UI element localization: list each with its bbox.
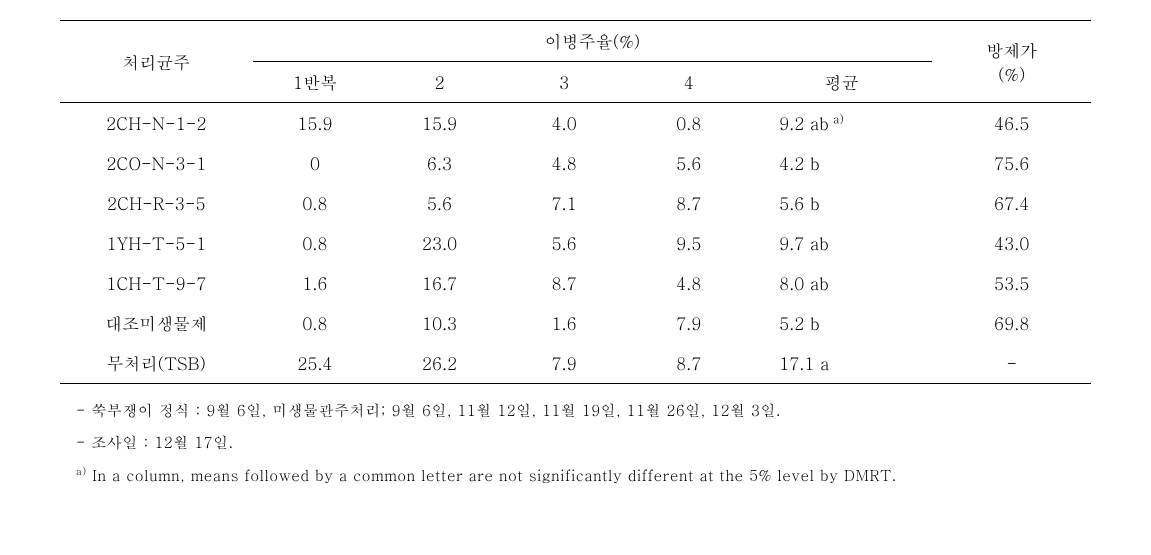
cell-rep: 5.6 <box>377 183 502 223</box>
cell-rep: 4.8 <box>502 143 627 183</box>
footnotes: - 쑥부쟁이 정식 : 9월 6일, 미생물관주처리; 9월 6일, 11월 1… <box>60 396 1091 491</box>
cell-rep: 15.9 <box>377 103 502 144</box>
table-row: 2CH-R-3-50.85.67.18.75.6 b67.4 <box>60 183 1091 223</box>
cell-control: 53.5 <box>932 263 1091 303</box>
cell-rep: 26.2 <box>377 343 502 384</box>
cell-rep: 4.0 <box>502 103 627 144</box>
cell-rep: 7.9 <box>626 303 751 343</box>
table-row: 무처리(TSB)25.426.27.98.717.1 a- <box>60 343 1091 384</box>
cell-rep: 25.4 <box>253 343 378 384</box>
cell-control: 69.8 <box>932 303 1091 343</box>
cell-control: 75.6 <box>932 143 1091 183</box>
cell-mean: 9.7 ab <box>751 223 932 263</box>
cell-mean: 9.2 ab a) <box>751 103 932 144</box>
cell-control: 46.5 <box>932 103 1091 144</box>
header-rep1: 1반복 <box>253 62 378 103</box>
cell-mean: 8.0 ab <box>751 263 932 303</box>
cell-rep: 15.9 <box>253 103 378 144</box>
cell-rep: 8.7 <box>502 263 627 303</box>
header-rep4: 4 <box>626 62 751 103</box>
cell-treatment: 2CH-R-3-5 <box>60 183 253 223</box>
cell-treatment: 대조미생물제 <box>60 303 253 343</box>
cell-rep: 23.0 <box>377 223 502 263</box>
cell-rep: 16.7 <box>377 263 502 303</box>
footnote-2: - 조사일 : 12월 17일. <box>76 428 1091 458</box>
cell-rep: 7.1 <box>502 183 627 223</box>
cell-rep: 0.8 <box>253 223 378 263</box>
cell-rep: 0.8 <box>253 183 378 223</box>
cell-control: - <box>932 343 1091 384</box>
data-table: 처리균주 이병주율(%) 방제가 (%) 1반복 2 3 4 평균 2CH-N-… <box>60 20 1091 384</box>
header-disease-rate: 이병주율(%) <box>253 21 933 62</box>
footnote-3: a) In a column, means followed by a comm… <box>76 460 1091 491</box>
header-control-value: 방제가 (%) <box>932 21 1091 103</box>
cell-treatment: 무처리(TSB) <box>60 343 253 384</box>
mean-superscript: a) <box>829 111 844 127</box>
table-row: 2CO-N-3-106.34.85.64.2 b75.6 <box>60 143 1091 183</box>
table-row: 1YH-T-5-10.823.05.69.59.7 ab43.0 <box>60 223 1091 263</box>
cell-rep: 9.5 <box>626 223 751 263</box>
cell-mean: 5.2 b <box>751 303 932 343</box>
header-treatment: 처리균주 <box>60 21 253 103</box>
cell-treatment: 1CH-T-9-7 <box>60 263 253 303</box>
cell-treatment: 2CO-N-3-1 <box>60 143 253 183</box>
footnote-2-prefix: - <box>76 432 91 453</box>
cell-treatment: 2CH-N-1-2 <box>60 103 253 144</box>
cell-rep: 10.3 <box>377 303 502 343</box>
cell-rep: 0 <box>253 143 378 183</box>
cell-rep: 7.9 <box>502 343 627 384</box>
table-row: 대조미생물제0.810.31.67.95.2 b69.8 <box>60 303 1091 343</box>
cell-treatment: 1YH-T-5-1 <box>60 223 253 263</box>
footnote-3-sup: a) <box>76 463 87 478</box>
cell-mean: 5.6 b <box>751 183 932 223</box>
footnote-1-text: 쑥부쟁이 정식 : 9월 6일, 미생물관주처리; 9월 6일, 11월 12일… <box>91 400 780 421</box>
cell-rep: 1.6 <box>253 263 378 303</box>
cell-rep: 0.8 <box>626 103 751 144</box>
header-rep3: 3 <box>502 62 627 103</box>
cell-rep: 5.6 <box>502 223 627 263</box>
cell-control: 67.4 <box>932 183 1091 223</box>
cell-mean: 4.2 b <box>751 143 932 183</box>
header-control-unit: (%) <box>998 62 1025 86</box>
table-header: 처리균주 이병주율(%) 방제가 (%) 1반복 2 3 4 평균 <box>60 21 1091 103</box>
cell-rep: 5.6 <box>626 143 751 183</box>
table-row: 1CH-T-9-71.616.78.74.88.0 ab53.5 <box>60 263 1091 303</box>
footnote-1-prefix: - <box>76 400 91 421</box>
cell-rep: 4.8 <box>626 263 751 303</box>
cell-rep: 1.6 <box>502 303 627 343</box>
table-row: 2CH-N-1-215.915.94.00.89.2 ab a)46.5 <box>60 103 1091 144</box>
header-mean: 평균 <box>751 62 932 103</box>
cell-rep: 0.8 <box>253 303 378 343</box>
header-control-label: 방제가 <box>986 38 1037 62</box>
footnote-3-text: In a column, means followed by a common … <box>87 465 897 486</box>
header-rep2: 2 <box>377 62 502 103</box>
footnote-2-text: 조사일 : 12월 17일. <box>91 432 233 453</box>
cell-control: 43.0 <box>932 223 1091 263</box>
cell-rep: 6.3 <box>377 143 502 183</box>
table-body: 2CH-N-1-215.915.94.00.89.2 ab a)46.52CO-… <box>60 103 1091 384</box>
footnote-1: - 쑥부쟁이 정식 : 9월 6일, 미생물관주처리; 9월 6일, 11월 1… <box>76 396 1091 426</box>
cell-mean: 17.1 a <box>751 343 932 384</box>
cell-rep: 8.7 <box>626 183 751 223</box>
cell-rep: 8.7 <box>626 343 751 384</box>
